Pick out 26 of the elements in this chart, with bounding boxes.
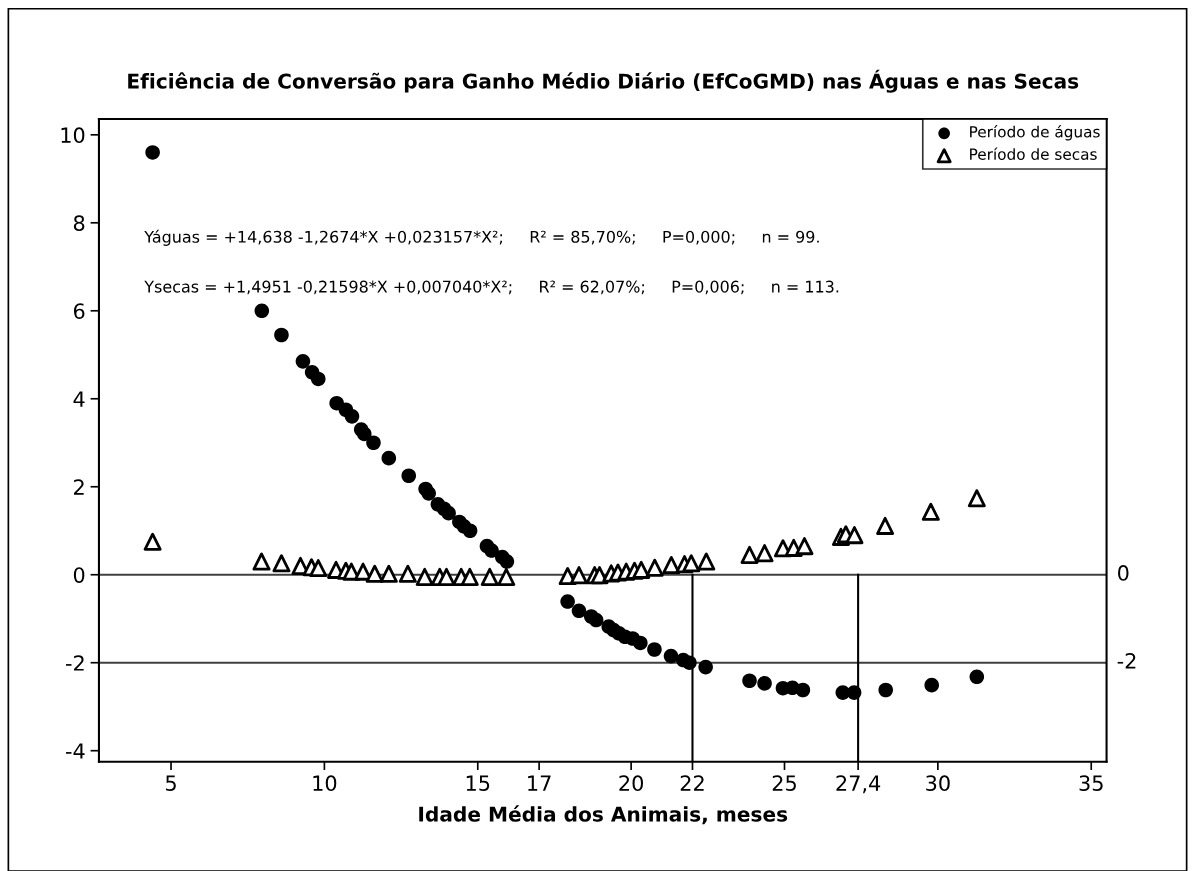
x-tick-label: 35 xyxy=(1079,775,1103,792)
legend-label: Período de águas xyxy=(970,125,1100,141)
x-tick-label: 17 xyxy=(528,775,551,791)
x-tick-label: 30 xyxy=(926,775,950,792)
y-tick-label: 10 xyxy=(61,127,85,144)
x-tick-label: 15 xyxy=(466,775,490,792)
x-tick-label: 27,4 xyxy=(836,775,881,794)
y-tick-label: 2 xyxy=(74,479,84,495)
x-tick-label: 22 xyxy=(680,775,704,791)
y-tick-label: 0 xyxy=(73,567,85,583)
legend-label: Período de secas xyxy=(970,147,1097,160)
x-axis-title: Idade Média dos Animais, meses xyxy=(419,805,788,825)
y-tick-label: 6 xyxy=(73,303,85,319)
x-tick-label: 25 xyxy=(772,775,796,792)
annotation: Ysecas = +1,4951 -0,21598*X +0,007040*X²; R² = 62,07%; P=0,006; n = 113. xyxy=(144,280,839,295)
x-tick-label: 5 xyxy=(166,775,176,792)
ref-line-label: -2 xyxy=(1117,653,1136,669)
x-tick-label: 10 xyxy=(313,775,337,792)
annotation: Yáguas = +14,638 -1,2674*X +0,023157*X²; R² = 85,70%; P=0,000; n = 99. xyxy=(144,229,819,246)
chart-title: Eficiência de Conversão para Ganho Médio Diário (EfCoGMD) nas Águas e nas Secas xyxy=(128,69,1079,93)
y-tick-label: 4 xyxy=(73,391,85,407)
x-tick-label: 20 xyxy=(619,775,643,792)
ref-line-label: 0 xyxy=(1118,565,1129,581)
y-tick-label: -2 xyxy=(66,655,84,671)
y-tick-label: 8 xyxy=(73,215,85,232)
y-tick-label: -4 xyxy=(66,743,85,759)
